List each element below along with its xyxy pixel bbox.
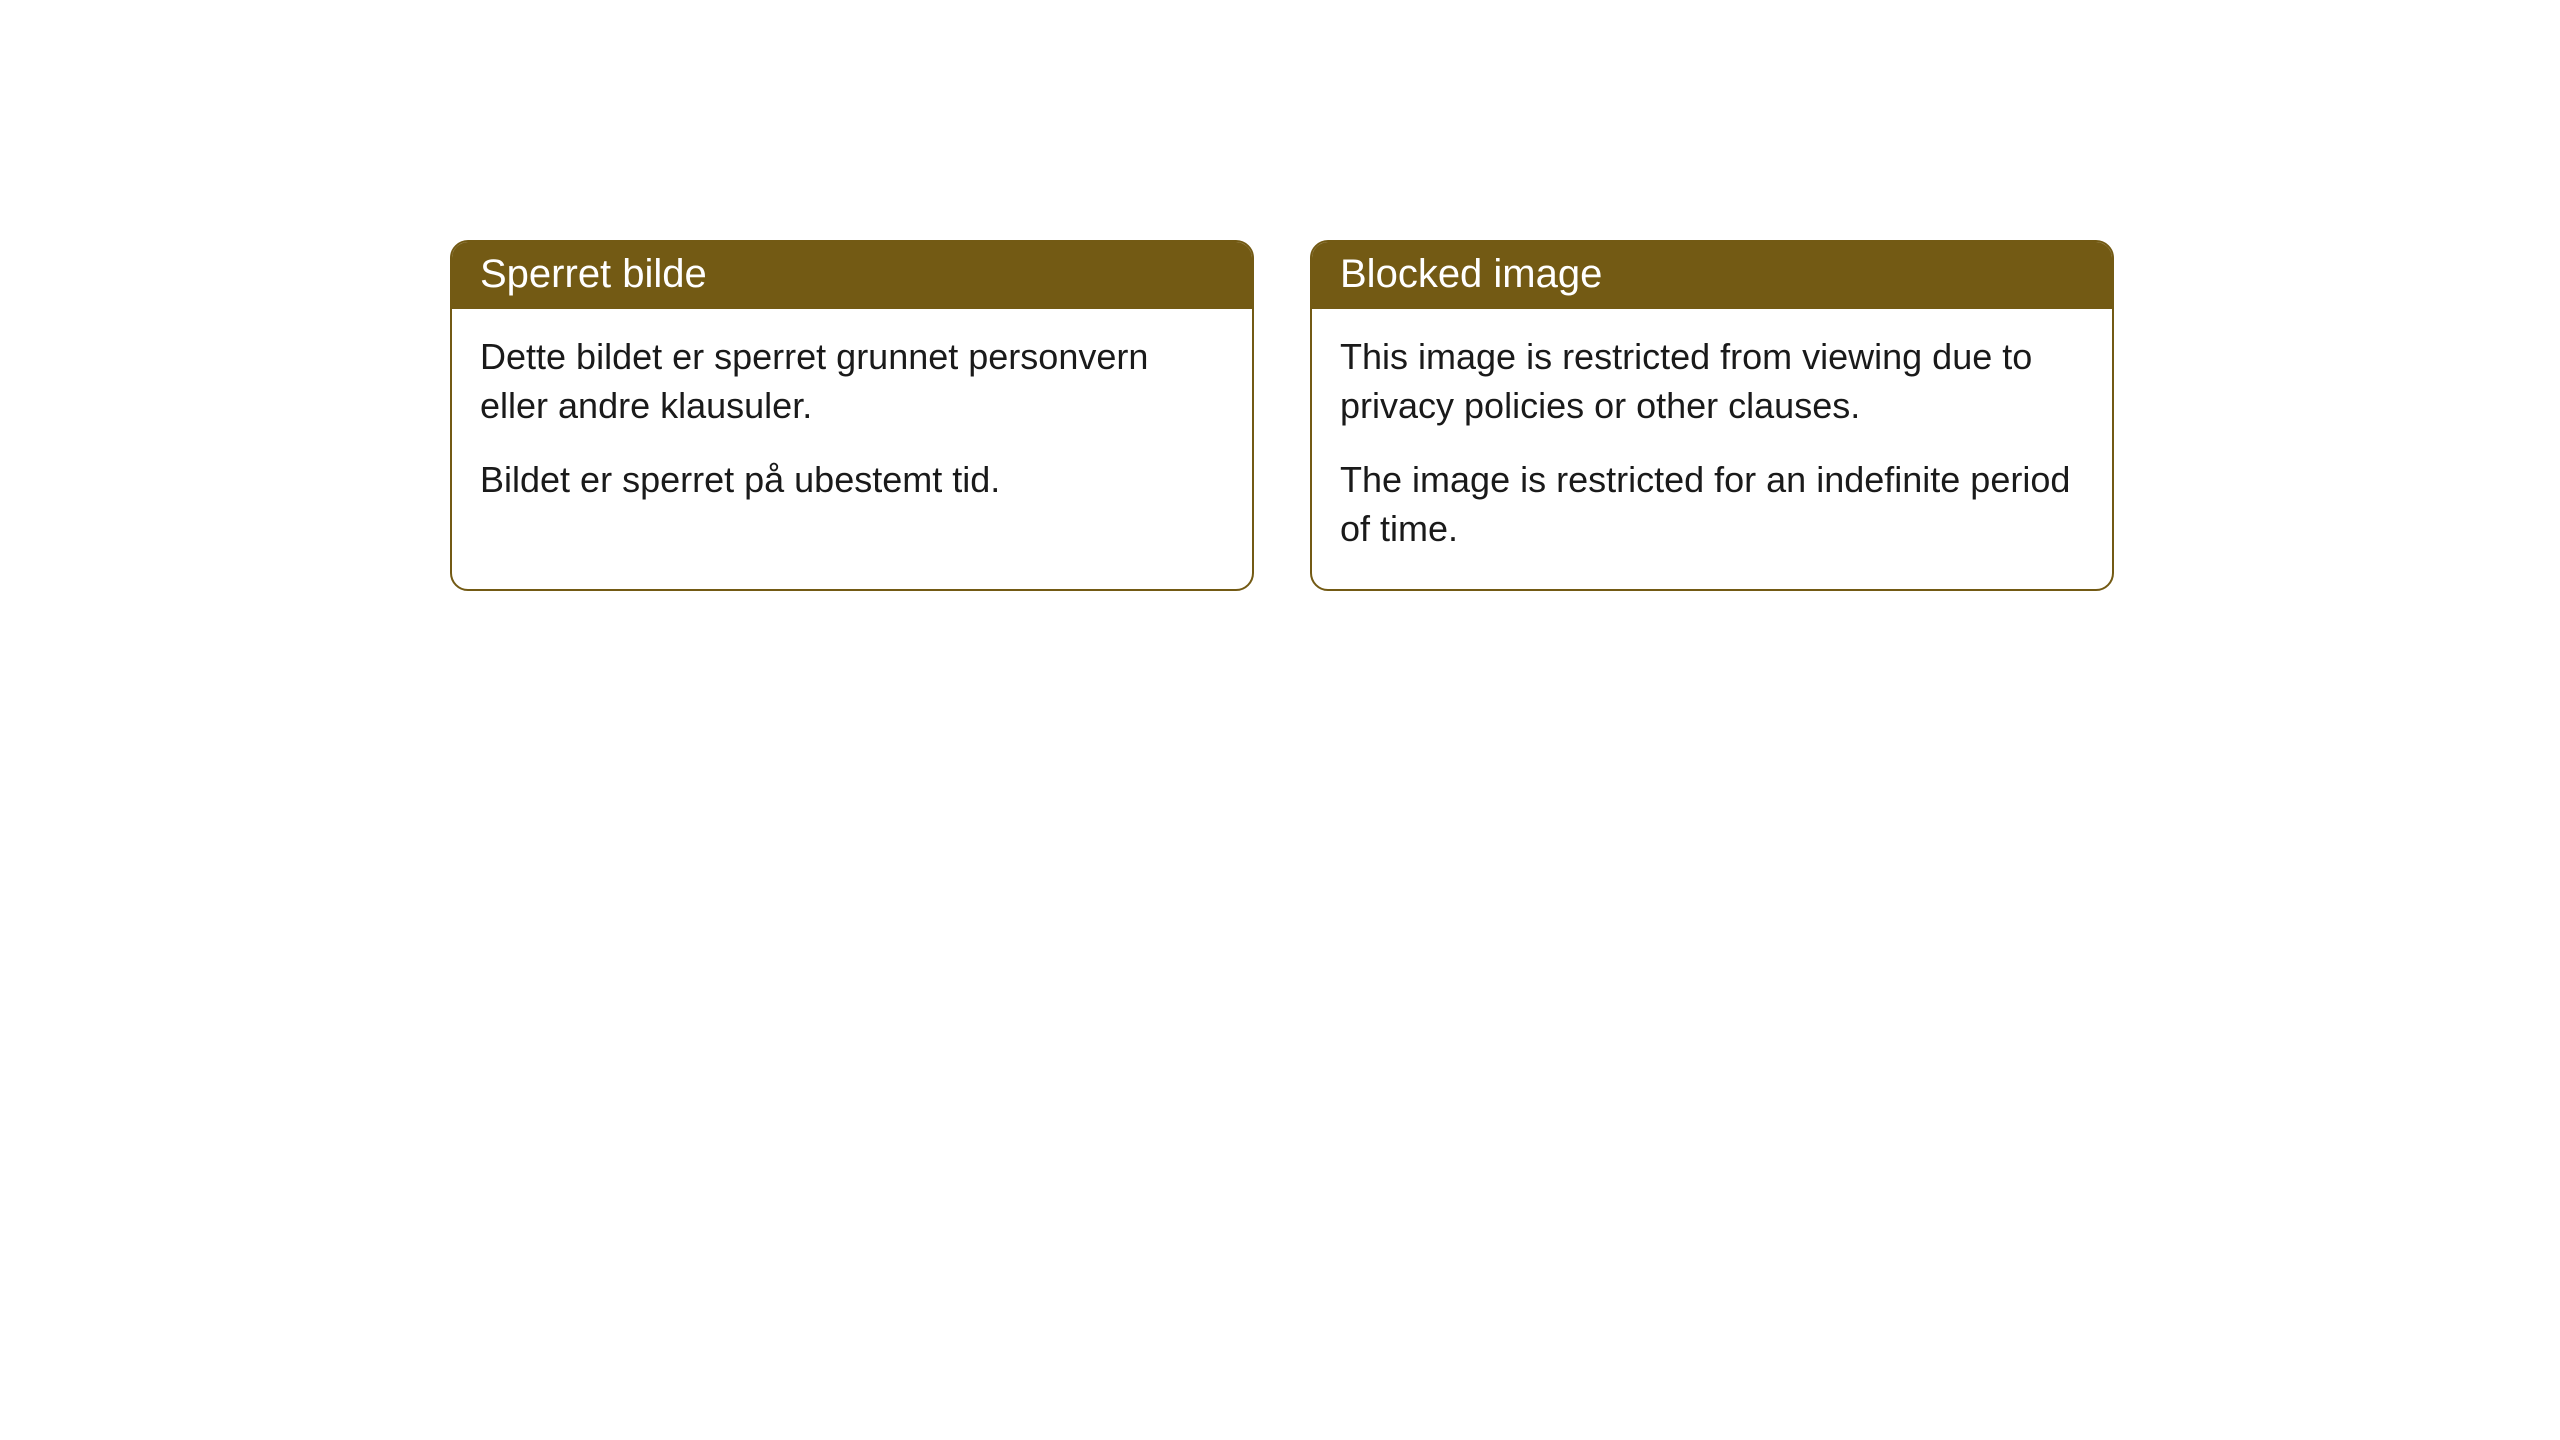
- blocked-image-card-no: Sperret bilde Dette bildet er sperret gr…: [450, 240, 1254, 591]
- card-paragraph-no-1: Dette bildet er sperret grunnet personve…: [480, 333, 1224, 430]
- card-body-en: This image is restricted from viewing du…: [1312, 309, 2112, 589]
- card-paragraph-no-2: Bildet er sperret på ubestemt tid.: [480, 456, 1224, 505]
- notice-cards-container: Sperret bilde Dette bildet er sperret gr…: [450, 240, 2114, 591]
- card-paragraph-en-2: The image is restricted for an indefinit…: [1340, 456, 2084, 553]
- blocked-image-card-en: Blocked image This image is restricted f…: [1310, 240, 2114, 591]
- card-title-en: Blocked image: [1312, 242, 2112, 309]
- card-body-no: Dette bildet er sperret grunnet personve…: [452, 309, 1252, 541]
- card-paragraph-en-1: This image is restricted from viewing du…: [1340, 333, 2084, 430]
- card-title-no: Sperret bilde: [452, 242, 1252, 309]
